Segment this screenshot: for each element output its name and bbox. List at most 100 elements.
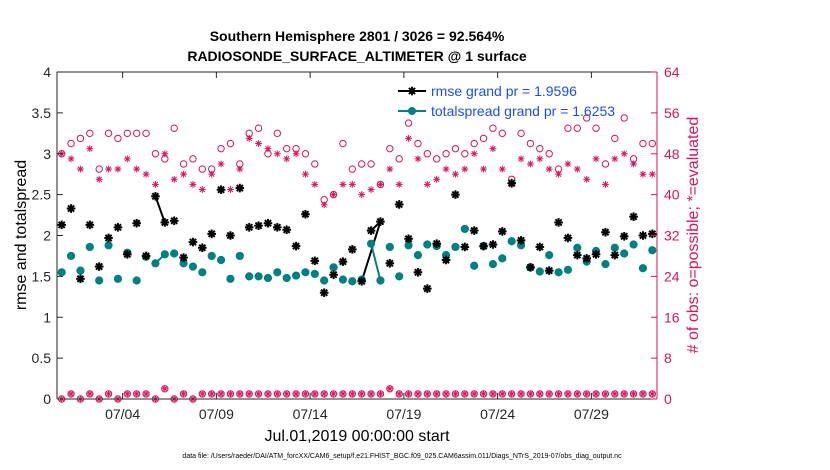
obs-evaluated-baseline-point (480, 390, 487, 397)
rmse-point-core (556, 220, 561, 225)
obs-possible-baseline-point (367, 390, 375, 398)
obs-possible-baseline-point (545, 390, 553, 398)
rmse-point-core (490, 242, 495, 247)
obs-possible-point (301, 150, 310, 158)
obs-evaluated-baseline-point (433, 390, 440, 397)
rmse-point-core (275, 225, 280, 230)
obs-evaluated-point (489, 145, 497, 153)
rmse-point-core (537, 244, 542, 249)
obs-evaluated-point (461, 165, 469, 173)
obs-possible-point (414, 139, 422, 148)
obs-evaluated-baseline-point (424, 390, 431, 397)
obs-evaluated-point (527, 160, 534, 168)
obs-evaluated-baseline-point (274, 390, 281, 397)
obs-evaluated-point (545, 165, 553, 173)
obs-possible-point (517, 129, 525, 138)
obs-possible-baseline-point (648, 390, 657, 398)
legend-rmse-label: rmse grand pr = 1.9596 (431, 83, 577, 99)
obs-possible-point (311, 160, 319, 168)
obs-evaluated-baseline-point (368, 390, 375, 397)
spread-point (95, 276, 104, 285)
obs-evaluated-point (283, 155, 291, 163)
rmse-point-core (87, 222, 92, 227)
obs-possible-point (367, 160, 375, 168)
rmse-point (169, 216, 179, 226)
rmse-point (348, 245, 357, 254)
rmse-point (113, 223, 123, 232)
obs-possible-baseline-point (554, 390, 563, 398)
obs-evaluated-baseline-point (311, 390, 318, 397)
rmse-point-core (397, 202, 402, 207)
rmse-point-core (369, 228, 374, 233)
spread-point (629, 240, 638, 249)
obs-evaluated-point (498, 165, 506, 173)
obs-evaluated-baseline-point (86, 390, 93, 397)
rmse-point-core (294, 244, 299, 249)
rmse-point (179, 253, 188, 262)
obs-evaluated-baseline-point (124, 390, 131, 397)
rmse-point-core (69, 206, 74, 211)
obs-evaluated-point (292, 150, 300, 158)
obs-evaluated-baseline-point (180, 390, 187, 397)
obs-possible-point (123, 129, 132, 138)
obs-possible-baseline-point (86, 390, 94, 398)
legend: rmse grand pr = 1.9596 totalspread grand… (398, 83, 615, 119)
obs-possible-baseline-point (179, 390, 188, 398)
obs-evaluated-point (152, 181, 159, 188)
rmse-point (479, 241, 488, 251)
obs-possible-point (179, 160, 188, 168)
rmse-point (282, 225, 291, 235)
obs-evaluated-point (95, 175, 103, 183)
obs-possible-baseline-point (611, 390, 619, 398)
rmse-point (104, 233, 113, 243)
rmse-point (404, 234, 413, 244)
obs-possible-point (461, 150, 469, 158)
obs-possible-baseline-point (386, 385, 394, 393)
obs-evaluated-baseline-point (396, 390, 403, 397)
obs-evaluated-point (573, 165, 581, 173)
x-axis-label: Jul.01,2019 00:00:00 start (264, 428, 450, 445)
spread-point (104, 241, 113, 250)
obs-evaluated-baseline-point (264, 390, 271, 397)
rmse-point (629, 212, 638, 221)
obs-possible-point (582, 114, 591, 122)
obs-evaluated-baseline-point (330, 390, 337, 397)
obs-possible-point (76, 134, 85, 143)
rmse-point-core (359, 279, 364, 284)
obs-possible-baseline-point (592, 390, 600, 398)
obs-possible-baseline-point (132, 390, 141, 398)
y-tick-label: 3.5 (32, 105, 52, 121)
rmse-point-core (584, 256, 589, 261)
obs-evaluated-point (405, 135, 412, 142)
obs-possible-point (254, 124, 263, 132)
obs-possible-baseline-point (311, 390, 319, 398)
rmse-point (526, 263, 535, 272)
spread-point (310, 269, 319, 279)
obs-possible-baseline-point (245, 390, 253, 398)
rmse-point (498, 227, 507, 236)
y-tick-label: 1.5 (32, 268, 52, 284)
rmse-point (554, 218, 563, 227)
obs-evaluated-point (123, 155, 131, 163)
chart-title-line-1: Southern Hemisphere 2801 / 3026 = 92.564… (210, 28, 505, 44)
rmse-point (591, 250, 601, 259)
spread-point (451, 242, 460, 252)
rmse-point (610, 250, 620, 260)
y-tick-label: 0.5 (32, 350, 52, 366)
obs-possible-baseline-point (67, 390, 75, 398)
rmse-point-core (481, 244, 486, 249)
obs-evaluated-baseline-point (461, 390, 468, 397)
obs-possible-point (432, 155, 441, 163)
spread-point (263, 273, 273, 283)
obs-possible-point (339, 139, 347, 148)
rmse-point-core (106, 235, 111, 240)
x-tick-label: 07/04 (105, 406, 140, 422)
obs-evaluated-point (433, 175, 441, 183)
obs-possible-baseline-point (264, 390, 272, 398)
rmse-point (544, 266, 554, 275)
x-tick-label: 07/09 (199, 406, 234, 422)
spread-point (160, 250, 169, 259)
obs-evaluated-point (86, 145, 94, 153)
obs-possible-point (273, 129, 282, 138)
obs-evaluated-baseline-point (218, 390, 225, 397)
